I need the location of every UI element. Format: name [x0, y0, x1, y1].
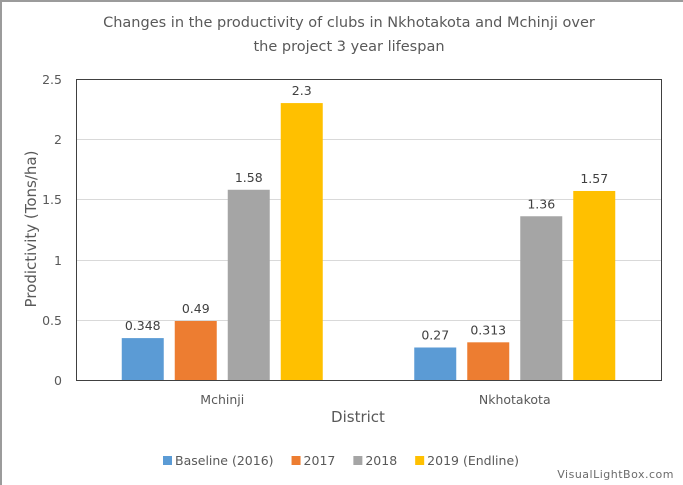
data-label: 1.57	[580, 171, 608, 186]
data-label: 0.348	[125, 318, 161, 333]
legend-item: Baseline (2016)	[163, 453, 274, 468]
y-tick-label: 2.5	[42, 72, 62, 87]
legend-swatch	[353, 456, 363, 465]
y-tick-label: 1.5	[42, 192, 62, 207]
bar-nkhotakota-0	[414, 347, 457, 380]
y-axis-ticks: 0 0.5 1 1.5 2 2.5	[42, 72, 62, 388]
data-label: 0.49	[182, 301, 210, 316]
gridlines	[76, 139, 661, 321]
x-axis-category-labels: Mchinji Nkhotakota	[200, 392, 550, 407]
legend-label: 2017	[304, 453, 336, 468]
data-labels: 0.348 0.49 1.58 2.3 0.27 0.313 1.36 1.57	[125, 83, 608, 342]
legend-item: 2019 (Endline)	[415, 453, 519, 468]
legend-label: Baseline (2016)	[175, 453, 274, 468]
y-axis-title: Prodictivity (Tons/ha)	[22, 151, 40, 308]
legend-swatch	[163, 456, 172, 465]
x-category-label: Nkhotakota	[479, 392, 551, 407]
bar-nkhotakota-2	[520, 216, 563, 380]
chart-title-line-2: the project 3 year lifespan	[253, 39, 444, 55]
bar-mchinji-1	[174, 321, 217, 380]
chart-title: Changes in the productivity of clubs in …	[103, 15, 595, 55]
x-axis-title: District	[331, 408, 385, 426]
plot-area-frame	[76, 79, 662, 381]
image-frame-top	[0, 0, 683, 2]
y-tick-label: 0.5	[42, 313, 62, 328]
data-label: 0.27	[421, 327, 449, 342]
bar-mchinji-0	[121, 338, 164, 380]
data-label: 1.58	[235, 170, 263, 185]
bar-nkhotakota-3	[573, 190, 616, 380]
y-tick-label: 0	[54, 373, 62, 388]
bar-nkhotakota-1	[467, 342, 510, 380]
data-label: 0.313	[470, 322, 506, 337]
bars	[121, 103, 616, 380]
x-category-label: Mchinji	[200, 392, 244, 407]
bar-mchinji-2	[227, 189, 270, 380]
data-label: 2.3	[292, 83, 312, 98]
y-tick-label: 2	[54, 132, 62, 147]
chart-title-line-1: Changes in the productivity of clubs in …	[103, 15, 595, 31]
legend-item: 2018	[353, 453, 397, 468]
watermark: VisualLightBox.com	[557, 468, 674, 481]
image-frame-left	[0, 0, 2, 485]
legend-swatch	[291, 456, 301, 465]
bar-mchinji-3	[280, 103, 323, 380]
legend-item: 2017	[291, 453, 336, 468]
legend-swatch	[415, 456, 425, 465]
y-tick-label: 1	[54, 253, 62, 268]
legend-label: 2019 (Endline)	[427, 453, 519, 468]
legend: Baseline (2016) 2017 2018 2019 (Endline)	[163, 453, 519, 468]
data-label: 1.36	[527, 196, 555, 211]
legend-label: 2018	[365, 453, 397, 468]
